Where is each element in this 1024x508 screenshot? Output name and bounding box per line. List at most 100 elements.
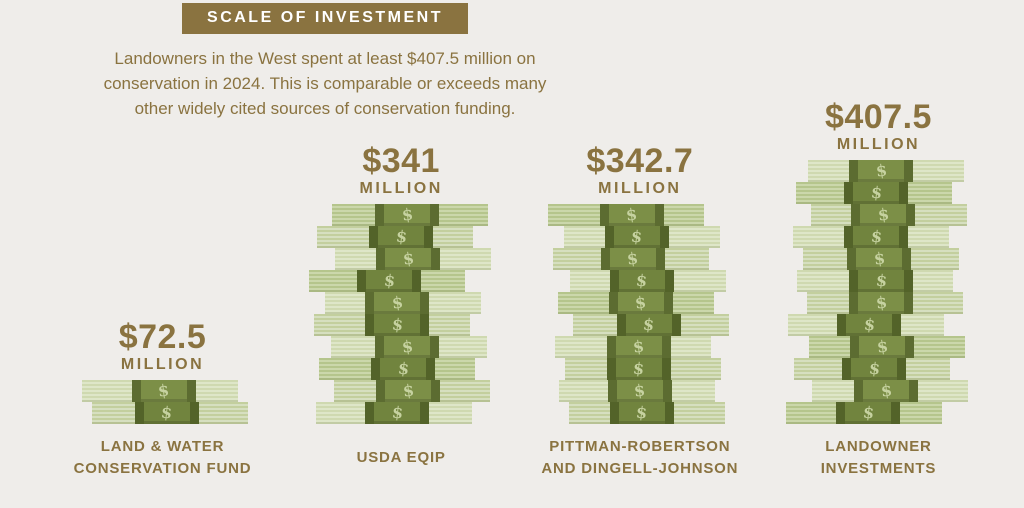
currency-strap: $ [609, 270, 674, 292]
dollar-sign-icon: $ [390, 314, 404, 335]
currency-strap: $ [616, 314, 681, 336]
dollar-sign-icon: $ [874, 270, 889, 291]
currency-strap: $ [599, 204, 664, 226]
currency-strap: $ [371, 358, 436, 380]
value-unit-label: MILLION [836, 136, 921, 153]
dollar-sign-icon: $ [634, 292, 648, 313]
dollar-sign-icon: $ [160, 402, 174, 423]
currency-strap: $ [357, 270, 422, 292]
money-bill: $ [547, 204, 704, 226]
money-bill: $ [563, 226, 720, 248]
dollar-sign-icon: $ [156, 380, 171, 401]
money-stack: $ $ [68, 380, 258, 424]
money-bill: $ [812, 380, 969, 402]
dollar-sign-icon: $ [626, 248, 640, 269]
dollar-sign-icon: $ [869, 226, 884, 247]
dollar-sign-icon: $ [382, 270, 396, 291]
money-stack-chart: $72.5 MILLION $ $ LAND & WATER CONSERVATION … [45, 100, 996, 482]
currency-strap: $ [376, 380, 441, 402]
money-bill: $ [807, 292, 964, 314]
dollar-sign-icon: $ [635, 270, 649, 291]
money-bill: $ [332, 204, 489, 226]
currency-strap: $ [606, 358, 671, 380]
category-label: PITTMAN-ROBERTSON AND DINGELL-JOHNSON [541, 438, 739, 477]
money-bill: $ [797, 270, 954, 292]
currency-strap: $ [365, 292, 430, 314]
currency-strap: $ [850, 336, 915, 358]
money-bill: $ [334, 380, 491, 402]
currency-strap: $ [849, 270, 914, 292]
dollar-sign-icon: $ [861, 402, 876, 423]
currency-strap: $ [604, 226, 669, 248]
currency-strap: $ [365, 402, 430, 424]
currency-strap: $ [854, 380, 919, 402]
dollar-sign-icon: $ [869, 182, 884, 203]
dollar-sign-icon: $ [396, 358, 410, 379]
chart-subtitle: Landowners in the West spent at least $4… [103, 49, 547, 119]
stack-column-usda-eqip: $341 MILLION $ $ $ $ $ $ $ $ $ $ USDA EQIP [284, 144, 519, 482]
money-bill: $ [569, 270, 726, 292]
dollar-sign-icon: $ [635, 402, 649, 423]
currency-strap: $ [608, 292, 673, 314]
dollar-sign-icon: $ [874, 160, 889, 181]
dollar-sign-icon: $ [872, 248, 887, 269]
currency-strap: $ [607, 380, 672, 402]
money-bill: $ [331, 336, 488, 358]
title-badge: SCALE OF INVESTMENT [182, 3, 468, 34]
value-label: $342.7 [586, 142, 694, 180]
currency-strap: $ [844, 226, 909, 248]
dollar-sign-icon: $ [625, 204, 639, 225]
currency-strap: $ [849, 292, 914, 314]
money-bill: $ [794, 358, 951, 380]
money-bill: $ [316, 402, 473, 424]
money-bill: $ [788, 314, 945, 336]
dollar-sign-icon: $ [632, 336, 646, 357]
dollar-sign-icon: $ [630, 226, 644, 247]
stack-column-land-water-conservation-fund: $72.5 MILLION $ $ LAND & WATER CONSERVATION … [45, 320, 280, 482]
dollar-sign-icon: $ [390, 402, 404, 423]
dollar-sign-icon: $ [400, 336, 414, 357]
money-bill: $ [564, 358, 721, 380]
money-bill: $ [803, 248, 960, 270]
currency-strap: $ [600, 248, 665, 270]
dollar-sign-icon: $ [879, 380, 894, 401]
money-bill: $ [317, 226, 474, 248]
money-bill: $ [309, 270, 466, 292]
money-bill: $ [557, 292, 714, 314]
money-bill: $ [809, 336, 966, 358]
dollar-sign-icon: $ [875, 336, 890, 357]
money-bill: $ [568, 402, 725, 424]
value-unit-label: MILLION [120, 356, 205, 373]
currency-strap: $ [375, 204, 440, 226]
currency-strap: $ [131, 380, 196, 402]
page-title: SCALE OF INVESTMENT [207, 9, 443, 26]
currency-strap: $ [609, 402, 674, 424]
category-label: LANDOWNER INVESTMENTS [820, 438, 937, 477]
currency-strap: $ [837, 314, 902, 336]
money-bill: $ [808, 160, 965, 182]
currency-strap: $ [606, 336, 671, 358]
currency-strap: $ [365, 314, 430, 336]
value-label: $407.5 [824, 98, 932, 136]
dollar-sign-icon: $ [874, 292, 889, 313]
dollar-sign-icon: $ [390, 292, 404, 313]
category-label: USDA EQIP [356, 449, 446, 467]
currency-strap: $ [375, 336, 440, 358]
currency-strap: $ [851, 204, 916, 226]
money-stack: $ $ $ $ $ $ $ $ $ $ [306, 204, 496, 424]
dollar-sign-icon: $ [867, 358, 882, 379]
money-stack: $ $ $ $ $ $ $ $ $ $ $ $ [783, 160, 973, 424]
money-bill: $ [325, 292, 482, 314]
money-bill: $ [319, 358, 476, 380]
value-unit-label: MILLION [359, 180, 443, 197]
currency-strap: $ [376, 248, 441, 270]
currency-strap: $ [849, 160, 914, 182]
money-bill: $ [558, 380, 715, 402]
stack-column-pittman-robertson-and-dingell-johnson: $342.7 MILLION $ $ $ $ $ $ $ $ $ $ PITTMAN-ROBERTSON… [522, 144, 757, 482]
dollar-sign-icon: $ [401, 248, 415, 269]
money-stack: $ $ $ $ $ $ $ $ $ $ [545, 204, 735, 424]
currency-strap: $ [836, 402, 901, 424]
dollar-sign-icon: $ [876, 204, 891, 225]
money-bill: $ [552, 248, 709, 270]
money-bill: $ [91, 402, 248, 424]
